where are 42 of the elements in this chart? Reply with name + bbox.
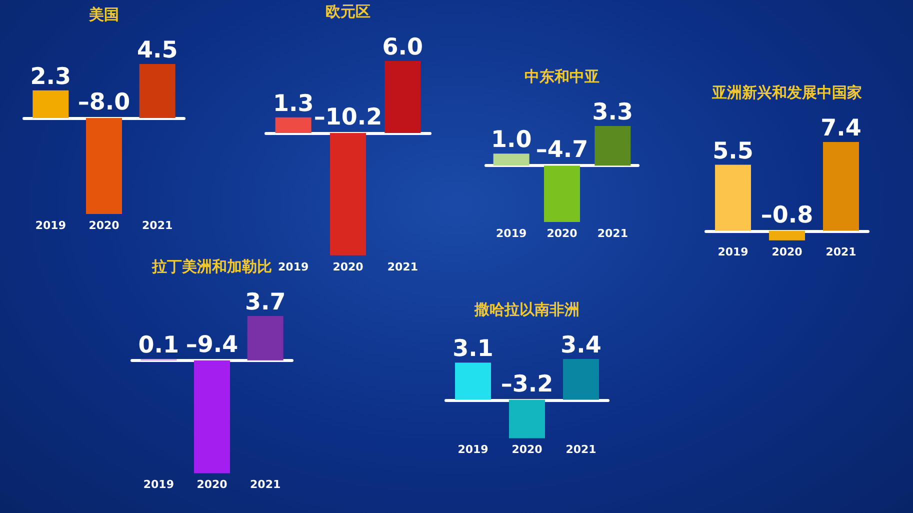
chart-title: 拉丁美洲和加勒比 <box>151 257 272 276</box>
data-label: 3.3 <box>592 100 634 126</box>
x-tick-label: 2019 <box>35 219 66 232</box>
data-label: 3.4 <box>560 332 602 359</box>
x-tick-label: 2020 <box>196 478 228 491</box>
data-label: 7.4 <box>820 116 862 142</box>
data-label: 1.3 <box>272 90 314 117</box>
x-tick-label: 2019 <box>718 246 748 259</box>
data-label: 3.7 <box>244 289 286 316</box>
data-label: 4.5 <box>136 38 178 64</box>
x-tick-label: 2020 <box>512 443 543 456</box>
data-label: –9.4 <box>186 331 238 358</box>
chart-title: 美国 <box>88 6 119 24</box>
data-label: 0.1 <box>138 332 180 358</box>
data-label: 2.3 <box>30 64 72 90</box>
data-label: –4.7 <box>536 137 588 164</box>
data-label: –10.2 <box>314 104 382 130</box>
x-tick-label: 2021 <box>387 260 418 274</box>
x-tick-label: 2019 <box>143 478 174 491</box>
x-tick-label: 2021 <box>566 443 596 456</box>
chart-title: 中东和中亚 <box>524 68 600 86</box>
x-tick-label: 2020 <box>546 227 578 240</box>
data-label: –3.2 <box>500 371 554 398</box>
x-tick-label: 2019 <box>458 443 488 456</box>
chart-title: 撒哈拉以南非洲 <box>474 300 580 319</box>
x-tick-label: 2021 <box>597 227 628 240</box>
x-tick-label: 2021 <box>826 246 856 259</box>
chart-title: 欧元区 <box>326 2 370 20</box>
x-tick-label: 2020 <box>332 260 364 274</box>
chart-title: 亚洲新兴和发展中国家 <box>711 84 862 102</box>
data-label: 6.0 <box>382 34 424 60</box>
x-tick-label: 2019 <box>496 227 527 240</box>
x-tick-label: 2020 <box>772 246 803 259</box>
data-label: 1.0 <box>490 127 532 154</box>
x-tick-label: 2021 <box>142 219 173 232</box>
data-label: –8.0 <box>78 90 130 116</box>
x-tick-label: 2019 <box>278 260 309 274</box>
data-label: 5.5 <box>712 138 754 164</box>
x-tick-label: 2021 <box>250 478 281 491</box>
data-label: 3.1 <box>452 336 494 362</box>
x-tick-label: 2020 <box>88 219 120 232</box>
data-label: –0.8 <box>760 202 814 228</box>
